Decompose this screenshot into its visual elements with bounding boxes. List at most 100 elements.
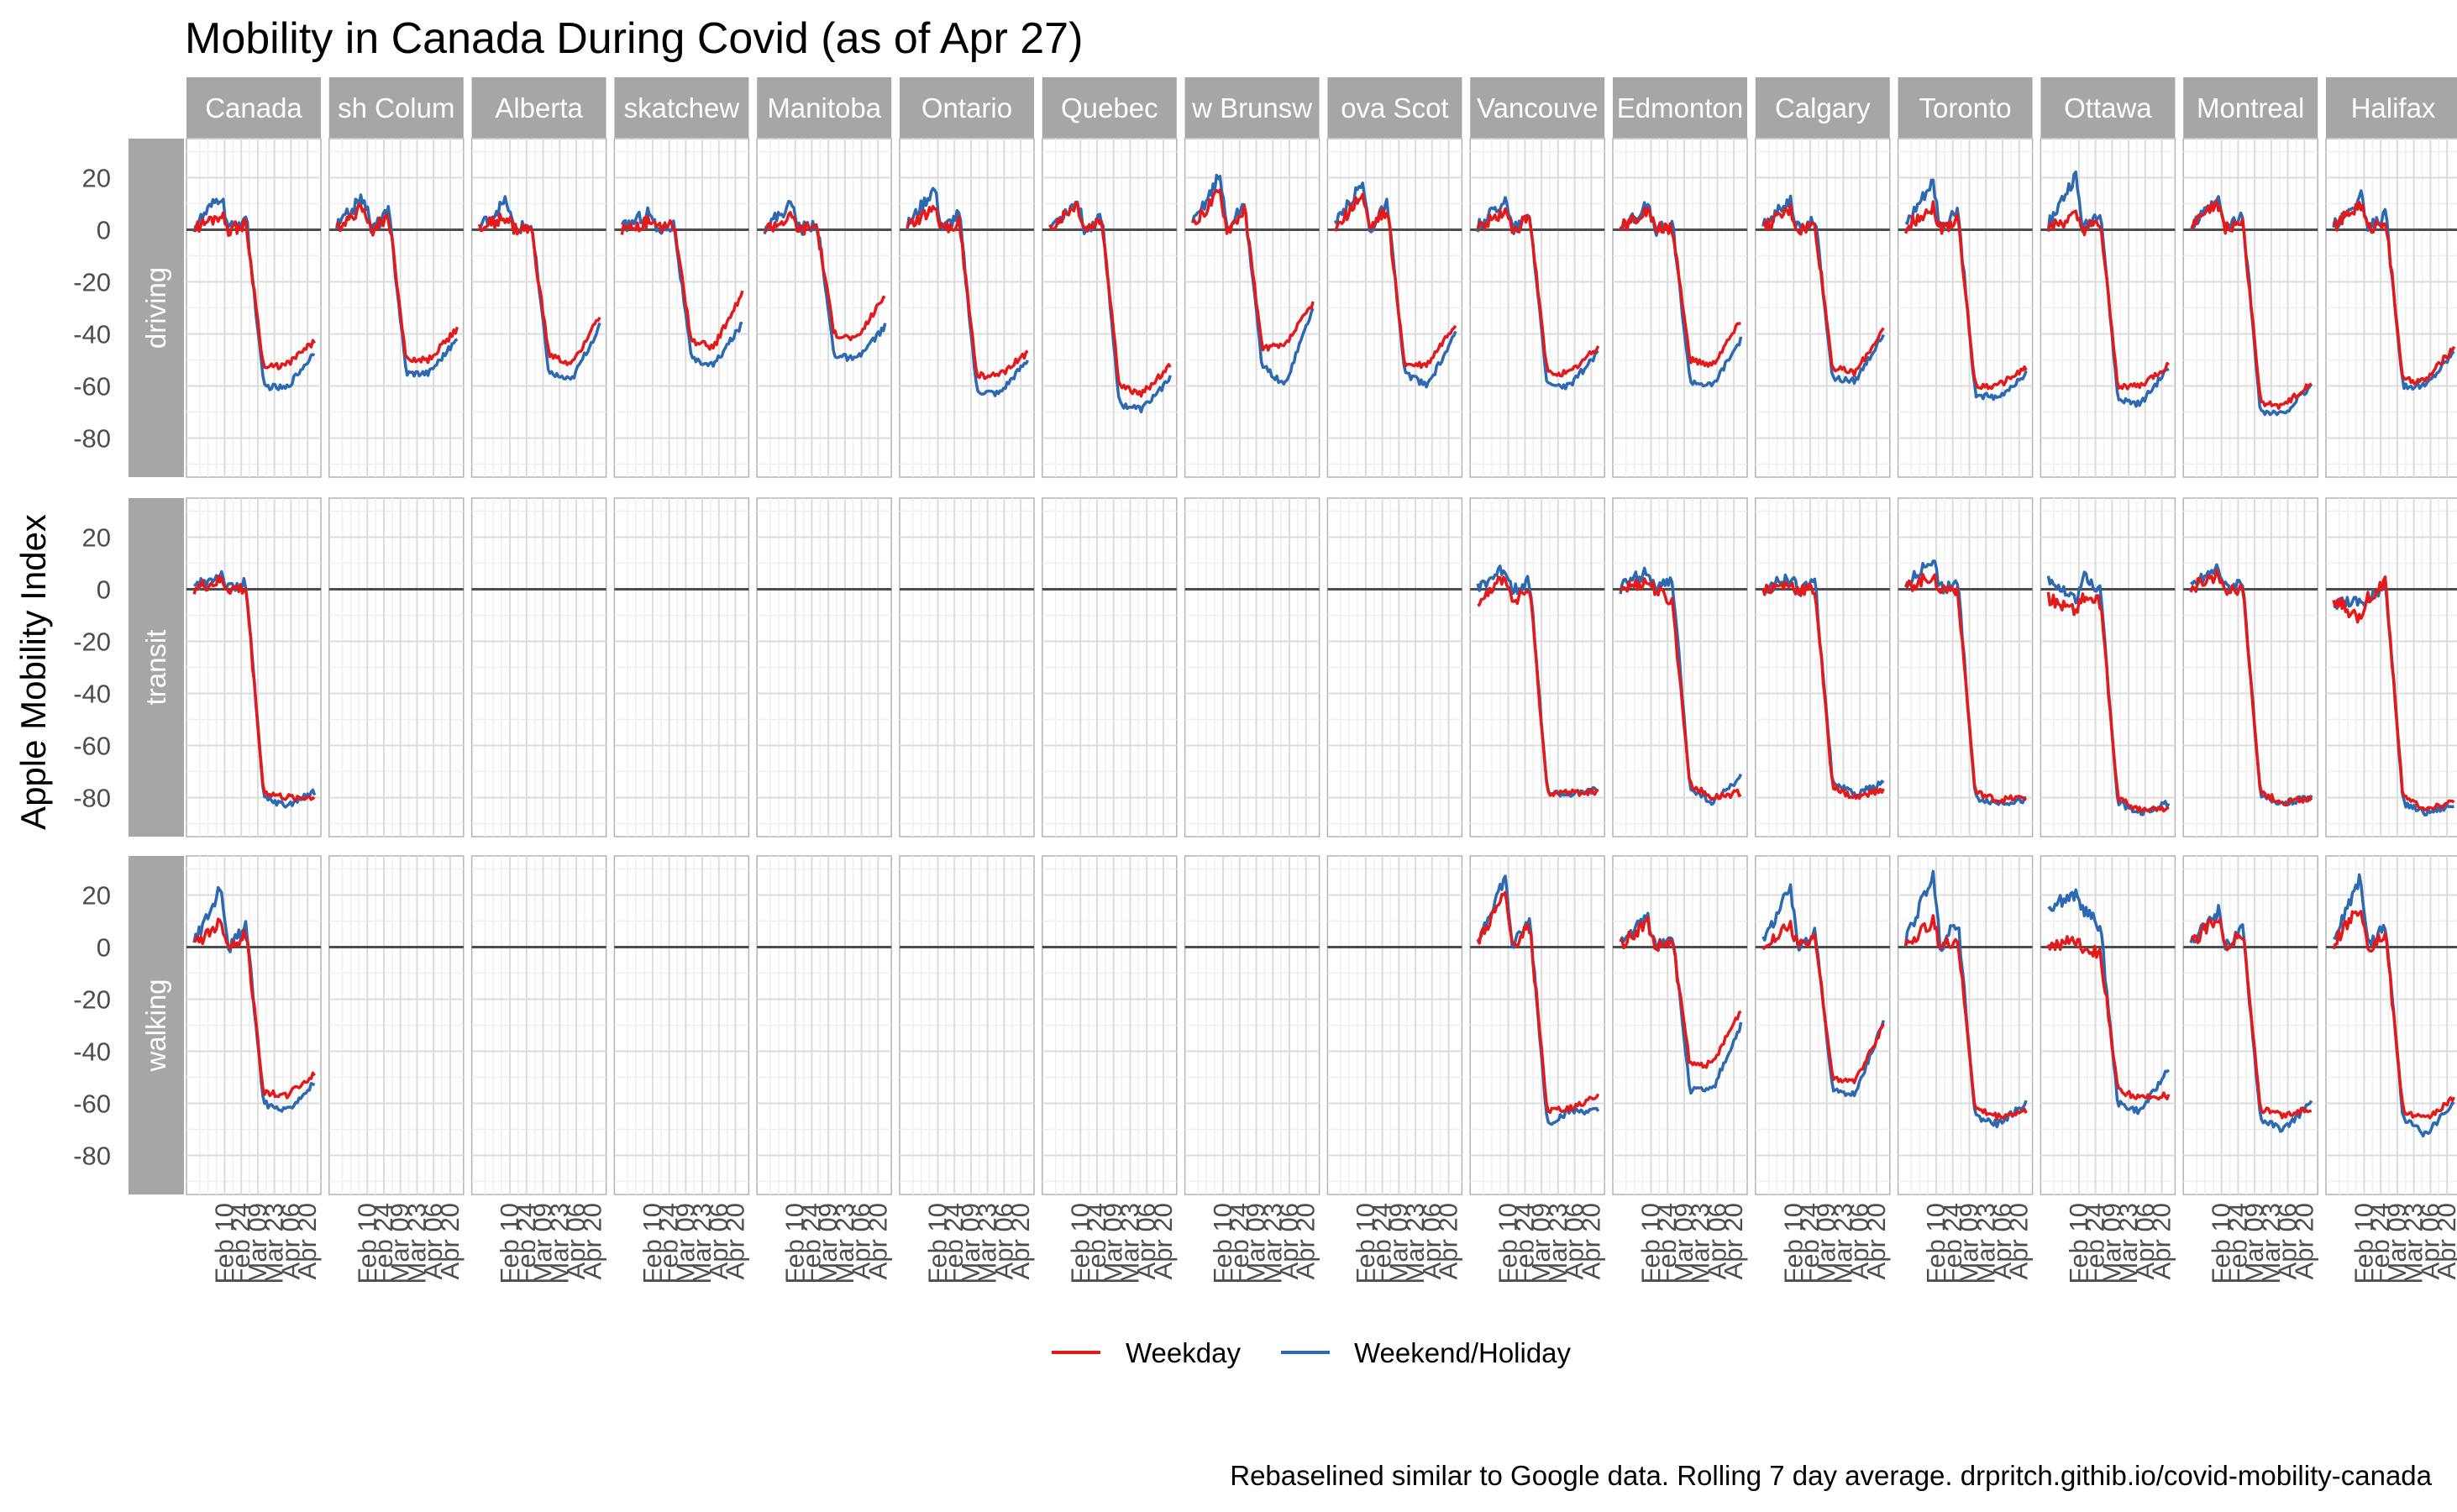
- column-strip-british-columbia: [328, 77, 464, 138]
- y-tick-label: -20: [73, 985, 111, 1015]
- x-tick-label: Feb 24: [654, 1203, 684, 1284]
- x-tick-label: Feb 10: [922, 1203, 952, 1284]
- x-tick-label: Feb 10: [495, 1203, 524, 1284]
- series-weekday-line: [1761, 203, 1885, 377]
- x-tick-label: Apr 06: [1131, 1203, 1161, 1279]
- x-tick-label: Feb 10: [1208, 1203, 1237, 1284]
- x-tick-label: Apr 06: [2130, 1203, 2160, 1279]
- x-tick-label: Feb 24: [1225, 1203, 1254, 1284]
- column-strip-new-brunswick: [1184, 77, 1320, 138]
- x-tick-label: Mar 09: [1242, 1203, 1271, 1284]
- x-tick-label: Mar 09: [1099, 1203, 1128, 1284]
- x-tick-label: Mar 09: [956, 1203, 985, 1284]
- x-tick-label: Mar 09: [1955, 1203, 1984, 1284]
- series-weekday-line: [1619, 577, 1742, 801]
- x-tick-label: Mar 09: [2239, 1203, 2269, 1284]
- panel-transit-saskatchewan: [613, 497, 750, 837]
- series-weekday-line: [1477, 575, 1599, 797]
- series-weekday-line: [2332, 201, 2456, 386]
- panel-transit-alberta: [470, 497, 607, 837]
- series-weekday-line: [620, 214, 744, 351]
- y-tick-label: -60: [73, 372, 111, 402]
- column-strip-label: Manitoba: [767, 92, 881, 123]
- x-tick-label: Apr 20: [1434, 1203, 1463, 1279]
- legend-weekend-label: Weekend/Holiday: [1354, 1337, 1572, 1368]
- panel-driving-calgary: [1755, 138, 1891, 478]
- column-strip-label: Quebec: [1061, 92, 1158, 123]
- x-tick-label: Feb 24: [512, 1203, 541, 1284]
- y-tick-label: 0: [97, 575, 111, 605]
- column-strip-canada: [186, 77, 321, 138]
- legend: Weekday Weekend/Holiday: [1052, 1337, 1572, 1368]
- row-strip-driving: [129, 139, 184, 477]
- legend-weekday-label: Weekday: [1126, 1337, 1241, 1368]
- panel-transit-vancouver: [1469, 497, 1605, 837]
- panel-transit-calgary: [1755, 497, 1891, 837]
- y-tick-label: -80: [73, 424, 111, 454]
- x-tick-label: Apr 06: [276, 1203, 305, 1279]
- x-tick-label: Feb 10: [2207, 1203, 2236, 1284]
- series-weekday-line: [2189, 569, 2313, 807]
- series-weekday-line: [1619, 206, 1741, 368]
- x-tick-label: Apr 20: [1005, 1203, 1035, 1279]
- x-tick-label: Mar 09: [1383, 1203, 1413, 1284]
- panel-transit-ottawa: [2040, 497, 2176, 837]
- x-tick-label: Feb 10: [1635, 1203, 1665, 1284]
- column-strip-label: sh Colum: [338, 92, 454, 123]
- series-weekend-line: [763, 199, 887, 362]
- panel-driving-canada: [186, 138, 322, 478]
- series-weekday-line: [1333, 192, 1457, 370]
- column-strip-label: Ontario: [921, 92, 1012, 123]
- x-tick-label: Apr 20: [2004, 1203, 2034, 1279]
- x-tick-label: Apr 20: [578, 1203, 607, 1279]
- x-tick-label: Feb 24: [796, 1203, 826, 1284]
- column-strip-label: Edmonton: [1617, 92, 1743, 123]
- series-weekday-line: [764, 211, 886, 342]
- column-strip-nova-scotia: [1327, 77, 1462, 138]
- panel-walking-nova-scotia: [1326, 855, 1463, 1195]
- x-tick-label: Feb 10: [2064, 1203, 2093, 1284]
- panel-walking-calgary: [1755, 855, 1891, 1195]
- row-strip-label: transit: [140, 630, 171, 706]
- x-tick-label: Mar 23: [1115, 1203, 1144, 1284]
- panel-transit-new-brunswick: [1184, 497, 1320, 837]
- y-tick-label: 0: [97, 216, 111, 245]
- column-strip-vancouver: [1470, 77, 1605, 138]
- panel-driving-ontario: [899, 138, 1035, 478]
- column-strip-label: Montreal: [2197, 92, 2304, 123]
- x-tick-label: Apr 20: [2289, 1203, 2318, 1279]
- x-tick-label: Mar 23: [1257, 1203, 1287, 1284]
- panel-transit-british-columbia: [328, 497, 465, 837]
- series-weekday-line: [1903, 200, 2028, 391]
- x-tick-label: Apr 06: [1274, 1203, 1304, 1279]
- panel-transit-montreal: [2182, 497, 2318, 837]
- panel-driving-montreal: [2182, 138, 2318, 478]
- panels-layer: 20 0 -20 -40 -60 -80 driving 20 0 -20 -40 -60 -80 tra…: [73, 77, 2457, 1284]
- x-tick-label: Mar 23: [1400, 1203, 1430, 1284]
- x-tick-label: Apr 06: [1987, 1203, 2017, 1279]
- x-tick-label: Mar 23: [1971, 1203, 2000, 1284]
- x-tick-label: Feb 10: [2349, 1203, 2378, 1284]
- column-strip-label: Canada: [205, 92, 302, 123]
- x-tick-label: Apr 20: [1148, 1203, 1178, 1279]
- x-tick-label: Mar 09: [2097, 1203, 2126, 1284]
- x-tick-label: Feb 24: [2223, 1203, 2252, 1284]
- x-tick-label: Mar 09: [1669, 1203, 1698, 1284]
- series-weekday-line: [1619, 915, 1742, 1069]
- panel-driving-toronto: [1897, 138, 2034, 478]
- x-tick-label: Mar 23: [2113, 1203, 2143, 1284]
- column-strip-label: Vancouve: [1477, 92, 1598, 123]
- panel-driving-edmonton: [1612, 138, 1748, 478]
- panel-walking-saskatchewan: [613, 855, 750, 1195]
- x-tick-label: Apr 06: [2415, 1203, 2444, 1279]
- x-tick-label: Apr 06: [2273, 1203, 2302, 1279]
- x-tick-label: Apr 20: [435, 1203, 465, 1279]
- series-weekday-line: [2046, 591, 2170, 814]
- x-tick-label: Feb 10: [1351, 1203, 1380, 1284]
- x-tick-label: Apr 06: [989, 1203, 1018, 1279]
- panel-walking-manitoba: [756, 855, 892, 1195]
- x-tick-label: Feb 10: [1494, 1203, 1523, 1284]
- column-strip-saskatchewan: [614, 77, 749, 138]
- panel-transit-canada: [186, 497, 322, 837]
- series-weekday-line: [335, 202, 459, 365]
